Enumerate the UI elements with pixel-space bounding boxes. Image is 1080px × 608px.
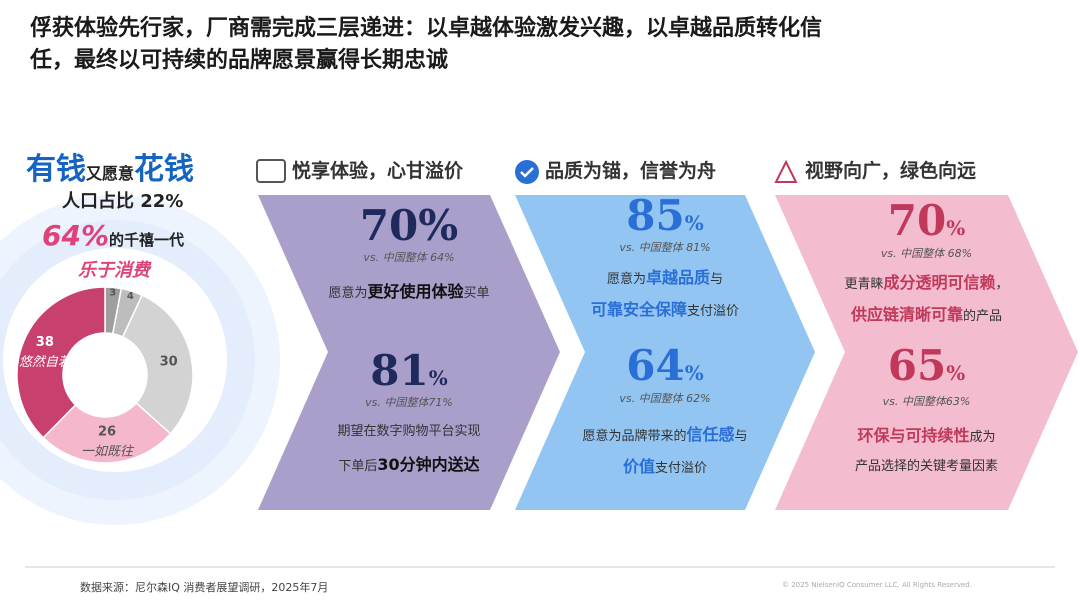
donut-slice <box>121 294 194 435</box>
slice-value: 38 <box>36 335 54 350</box>
text: 的产品 <box>963 309 1003 324</box>
comparison: vs. 中国整体 68% <box>880 247 973 260</box>
number: 85 <box>626 191 685 240</box>
percent: % <box>418 201 459 250</box>
copyright: © 2025 NielsenIQ Consumer LLC. All Right… <box>782 581 972 589</box>
panel-header: 悦享体验，心甘溢价 <box>292 160 464 182</box>
description: 期望在数字购物平台实现 <box>337 425 480 438</box>
emphasis: 更好使用体验 <box>367 282 464 301</box>
text: 期望在数字购物平台实现 <box>337 424 481 439</box>
title-line: 俘获体验先行家，厂商需完成三层递进：以卓越体验激发兴趣，以卓越品质转化信 <box>30 16 823 41</box>
number: 70 <box>887 196 947 245</box>
text: 支付溢价 <box>687 304 740 319</box>
text: 更青睐 <box>844 277 884 292</box>
description: 产品选择的关键考量因素 <box>855 460 998 473</box>
icon <box>256 159 286 183</box>
icon <box>774 159 798 183</box>
text: 下单后 <box>338 459 378 474</box>
text: 支付溢价 <box>655 461 708 476</box>
stat-line: 64%的千禧一代 <box>42 222 184 250</box>
percent: % <box>946 361 966 385</box>
comparison: vs. 中国整体63% <box>882 395 971 408</box>
title-line: 任，最终以可持续的品牌愿景赢得长期忠诚 <box>30 48 449 73</box>
emphasis: 供应链清晰可靠 <box>850 305 963 324</box>
comparison: vs. 中国整体 62% <box>619 392 711 405</box>
headline-big: 花钱 <box>134 152 195 187</box>
description: 愿意为卓越品质与 <box>606 268 724 287</box>
text: 与 <box>710 272 724 287</box>
number: 81 <box>370 346 429 395</box>
text: 愿意为 <box>328 286 368 301</box>
big-number: 81% <box>370 350 447 392</box>
headline-small: 又愿意 <box>86 164 135 183</box>
comparison: vs. 中国整体 81% <box>619 241 711 254</box>
headline: 有钱又愿意花钱 <box>26 155 194 185</box>
chevron <box>515 195 815 510</box>
source: 数据来源：尼尔森IQ 消费者展望调研，2025年7月 <box>80 581 329 594</box>
big-number: 70% <box>888 200 965 242</box>
description: 下单后30分钟内送达 <box>338 455 480 474</box>
number: 64 <box>626 341 685 390</box>
stat: 64% <box>42 219 110 252</box>
text: 愿意为品牌带来的 <box>582 429 687 444</box>
text: ， <box>995 277 1009 292</box>
comparison: vs. 中国整体 64% <box>363 251 455 264</box>
slice-value: 30 <box>160 354 178 369</box>
slice-label: 悠然自若 <box>19 354 73 370</box>
slice-value: 3 <box>109 287 116 298</box>
icon <box>515 160 539 184</box>
emphasis: 卓越品质 <box>645 268 711 287</box>
text: 与 <box>734 429 748 444</box>
description: 愿意为品牌带来的信任感与 <box>582 425 748 444</box>
panel-header: 品质为锚，信誉为舟 <box>545 160 717 182</box>
number: 70 <box>359 201 419 250</box>
slice-value: 26 <box>98 424 116 439</box>
description: 环保与可持续性成为 <box>857 426 996 445</box>
text: 产品选择的关键考量因素 <box>854 459 999 474</box>
donut-slice <box>42 401 172 464</box>
description: 愿意为更好使用体验买单 <box>328 282 490 301</box>
big-number: 64% <box>626 345 703 387</box>
emphasis: 30分钟内送达 <box>377 455 480 474</box>
number: 65 <box>887 341 947 390</box>
percent: % <box>946 216 966 240</box>
chevron <box>258 195 560 510</box>
slice-value: 4 <box>127 291 134 302</box>
percent: % <box>684 361 704 385</box>
headline-big: 有钱 <box>26 152 86 187</box>
comparison: vs. 中国整体71% <box>365 396 453 409</box>
panel-header: 视野向广，绿色向远 <box>805 160 977 182</box>
emphasis: 可靠安全保障 <box>590 300 687 319</box>
donut-slice <box>16 286 106 439</box>
stat-text: 的千禧一代 <box>109 231 185 249</box>
emphasis: 环保与可持续性 <box>857 426 970 445</box>
percent: % <box>428 366 448 390</box>
icon <box>520 167 534 178</box>
big-number: 85% <box>626 195 703 237</box>
description: 价值支付溢价 <box>622 457 708 476</box>
big-number: 70% <box>360 205 458 247</box>
slice-label: 一如既往 <box>81 444 135 459</box>
description: 更青睐成分透明可信赖， <box>844 273 1009 292</box>
percent: % <box>684 211 704 235</box>
emphasis: 成分透明可信赖 <box>883 273 996 292</box>
emphasis: 价值 <box>622 457 655 476</box>
description: 供应链清晰可靠的产品 <box>850 305 1003 324</box>
big-number: 65% <box>888 345 965 387</box>
share: 人口占比 22% <box>62 191 184 212</box>
chevron <box>775 195 1078 510</box>
description: 可靠安全保障支付溢价 <box>590 300 740 319</box>
emphasis: 信任感 <box>686 425 735 444</box>
text: 成为 <box>969 430 996 445</box>
tagline: 乐于消费 <box>78 260 150 281</box>
text: 愿意为 <box>606 272 646 287</box>
text: 买单 <box>463 286 490 301</box>
